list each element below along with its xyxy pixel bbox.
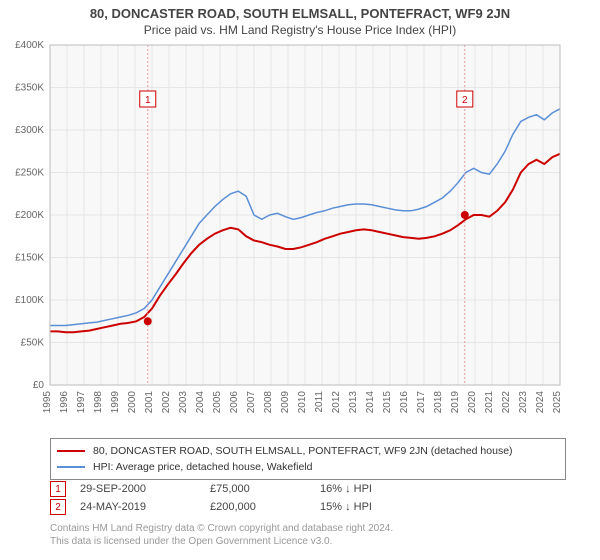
sale-price: £200,000 bbox=[210, 501, 320, 513]
svg-text:2019: 2019 bbox=[450, 391, 461, 414]
chart-svg: £0 £50K £100K £150K £200K £250K £300K £350K £400… bbox=[0, 41, 600, 421]
svg-text:£300K: £300K bbox=[15, 125, 44, 136]
svg-text:2000: 2000 bbox=[127, 391, 138, 414]
svg-text:2020: 2020 bbox=[467, 391, 478, 414]
svg-text:2015: 2015 bbox=[382, 391, 393, 414]
sale-price: £75,000 bbox=[210, 483, 320, 495]
svg-text:2021: 2021 bbox=[484, 391, 495, 414]
sale-row: 1 29-SEP-2000£75,00016% ↓ HPI bbox=[50, 480, 420, 498]
sale-marker-box: 2 bbox=[50, 499, 66, 515]
svg-text:2005: 2005 bbox=[212, 391, 223, 414]
sale-marker-box: 1 bbox=[50, 481, 66, 497]
legend-row: 80, DONCASTER ROAD, SOUTH ELMSALL, PONTE… bbox=[57, 443, 559, 459]
svg-text:2025: 2025 bbox=[552, 391, 563, 414]
svg-text:£200K: £200K bbox=[15, 210, 44, 221]
footer-attribution: Contains HM Land Registry data © Crown c… bbox=[50, 522, 393, 548]
chart-container: 80, DONCASTER ROAD, SOUTH ELMSALL, PONTE… bbox=[0, 0, 600, 560]
svg-text:2003: 2003 bbox=[178, 391, 189, 414]
svg-text:2009: 2009 bbox=[280, 391, 291, 414]
svg-text:2011: 2011 bbox=[314, 391, 325, 413]
svg-text:£150K: £150K bbox=[15, 253, 44, 264]
svg-text:2010: 2010 bbox=[297, 391, 308, 414]
svg-text:2018: 2018 bbox=[433, 391, 444, 414]
svg-text:1997: 1997 bbox=[76, 391, 87, 414]
svg-text:£350K: £350K bbox=[15, 83, 44, 94]
svg-text:2002: 2002 bbox=[161, 391, 172, 414]
svg-text:2013: 2013 bbox=[348, 391, 359, 414]
svg-text:£400K: £400K bbox=[15, 41, 44, 51]
svg-text:2006: 2006 bbox=[229, 391, 240, 414]
legend-label: HPI: Average price, detached house, Wake… bbox=[93, 461, 312, 473]
svg-text:2024: 2024 bbox=[535, 391, 546, 414]
chart-title: 80, DONCASTER ROAD, SOUTH ELMSALL, PONTE… bbox=[0, 0, 600, 21]
svg-text:1998: 1998 bbox=[93, 391, 104, 414]
svg-text:2016: 2016 bbox=[399, 391, 410, 414]
legend-swatch bbox=[57, 450, 85, 452]
svg-text:2023: 2023 bbox=[518, 391, 529, 414]
sale-pct: 15% ↓ HPI bbox=[320, 501, 420, 513]
chart-subtitle: Price paid vs. HM Land Registry's House … bbox=[0, 21, 600, 41]
svg-text:1: 1 bbox=[145, 95, 151, 106]
svg-text:£0: £0 bbox=[33, 380, 45, 391]
svg-text:2008: 2008 bbox=[263, 391, 274, 414]
svg-text:£250K: £250K bbox=[15, 168, 44, 179]
chart-area: £0 £50K £100K £150K £200K £250K £300K £350K £400… bbox=[0, 41, 600, 421]
sale-date: 29-SEP-2000 bbox=[80, 483, 210, 495]
sale-row: 2 24-MAY-2019£200,00015% ↓ HPI bbox=[50, 498, 420, 516]
svg-text:2022: 2022 bbox=[501, 391, 512, 414]
svg-text:2007: 2007 bbox=[246, 391, 257, 414]
svg-text:2017: 2017 bbox=[416, 391, 427, 414]
svg-text:2004: 2004 bbox=[195, 391, 206, 414]
svg-text:2012: 2012 bbox=[331, 391, 342, 414]
sale-date: 24-MAY-2019 bbox=[80, 501, 210, 513]
footer-line-1: Contains HM Land Registry data © Crown c… bbox=[50, 522, 393, 535]
svg-text:1995: 1995 bbox=[42, 391, 53, 414]
sales-table: 1 29-SEP-2000£75,00016% ↓ HPI 2 24-MAY-2019… bbox=[50, 480, 420, 516]
sale-pct: 16% ↓ HPI bbox=[320, 483, 420, 495]
legend-box: 80, DONCASTER ROAD, SOUTH ELMSALL, PONTE… bbox=[50, 438, 566, 480]
svg-text:2: 2 bbox=[462, 95, 468, 106]
svg-text:2014: 2014 bbox=[365, 391, 376, 414]
legend-row: HPI: Average price, detached house, Wake… bbox=[57, 459, 559, 475]
svg-text:£100K: £100K bbox=[15, 295, 44, 306]
svg-text:£50K: £50K bbox=[21, 338, 45, 349]
svg-text:1999: 1999 bbox=[110, 391, 121, 414]
legend-label: 80, DONCASTER ROAD, SOUTH ELMSALL, PONTE… bbox=[93, 445, 513, 457]
svg-text:1996: 1996 bbox=[59, 391, 70, 414]
legend-swatch bbox=[57, 466, 85, 468]
footer-line-2: This data is licensed under the Open Gov… bbox=[50, 535, 393, 548]
svg-text:2001: 2001 bbox=[144, 391, 155, 414]
